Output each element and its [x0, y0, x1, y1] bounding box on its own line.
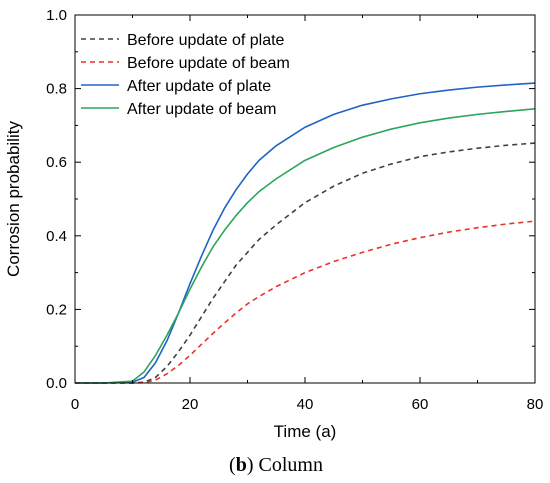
axes: 0 20 40 60 80 0.0 0.2 0.4 0.6 0.8 1.0: [46, 7, 543, 413]
series-layer: [75, 82, 536, 384]
plot-background: [75, 15, 535, 383]
x-tick-label: 20: [182, 396, 199, 413]
legend-label: Before update of plate: [127, 32, 285, 49]
caption-open: (: [229, 454, 236, 476]
figure-caption: (b) Column: [229, 454, 323, 476]
y-axis-title: Corrosion probability: [4, 121, 23, 277]
series-line-4: [75, 108, 536, 384]
y-tick-label: 0.8: [46, 81, 67, 98]
caption-label: b: [236, 454, 247, 476]
y-tick-label: 1.0: [46, 7, 67, 24]
legend-label: Before update of beam: [127, 55, 290, 72]
x-axis-title: Time (a): [274, 422, 337, 441]
plot-area: [75, 15, 535, 383]
y-tick-label: 0.6: [46, 154, 67, 171]
y-tick-label: 0.0: [46, 375, 67, 392]
y-tick-label: 0.4: [46, 228, 67, 245]
x-tick-label: 40: [297, 396, 314, 413]
series-line-2: [75, 220, 536, 384]
legend-item: After update of plate: [81, 78, 271, 95]
caption-text: Column: [254, 454, 323, 476]
x-tick-label: 80: [527, 396, 544, 413]
legend-item: Before update of plate: [81, 32, 285, 49]
legend: Before update of plate Before update of b…: [81, 32, 290, 118]
series-line-1: [75, 142, 536, 384]
legend-item: After update of beam: [81, 101, 276, 118]
x-tick-label: 60: [412, 396, 429, 413]
caption-close: ): [247, 454, 254, 476]
series-line-3: [75, 82, 536, 384]
y-tick-label: 0.2: [46, 301, 67, 318]
legend-label: After update of plate: [127, 78, 271, 95]
legend-item: Before update of beam: [81, 55, 290, 72]
legend-label: After update of beam: [127, 101, 276, 118]
x-tick-label: 0: [71, 396, 79, 413]
